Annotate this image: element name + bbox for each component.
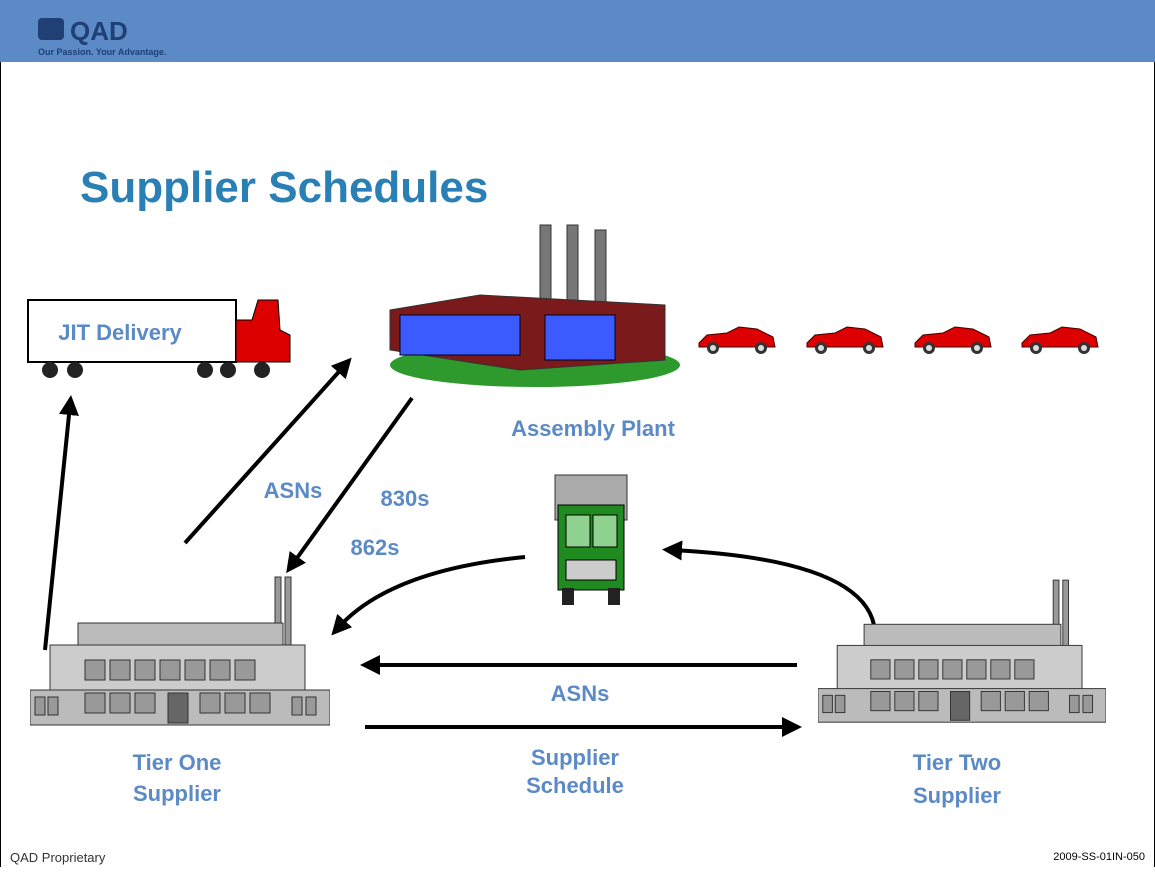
footer-left: QAD Proprietary — [10, 850, 106, 865]
plant-label: Assembly Plant — [511, 416, 676, 441]
arrow — [672, 550, 875, 632]
arrow — [185, 365, 345, 543]
edge-label: ASNs — [264, 478, 323, 503]
node-label: Supplier — [133, 781, 221, 806]
header-bar — [0, 0, 1155, 62]
arrow — [45, 405, 70, 650]
edge-label: Supplier — [531, 745, 619, 770]
car-icon — [807, 327, 883, 354]
node-label: Tier Two — [913, 750, 1001, 775]
tier-one-factory — [30, 577, 330, 725]
edge-label: 862s — [351, 535, 400, 560]
page: QAD Our Passion. Your Advantage. Supplie… — [0, 0, 1155, 867]
edge-label: Schedule — [526, 773, 624, 798]
supplier-truck — [555, 475, 627, 605]
footer-right: 2009-SS-01IN-050 — [1053, 851, 1145, 863]
logo-icon — [38, 18, 64, 40]
edge-label: 830s — [381, 486, 430, 511]
car-icon — [699, 327, 775, 354]
arrow — [338, 557, 525, 628]
car-icon — [915, 327, 991, 354]
assembly-plant — [390, 225, 680, 387]
node-label: Tier One — [133, 750, 222, 775]
logo: QAD — [70, 16, 128, 46]
slide: QAD Our Passion. Your Advantage. Supplie… — [0, 0, 1155, 867]
car-icon — [1022, 327, 1098, 354]
tagline: Our Passion. Your Advantage. — [38, 47, 166, 57]
node-label: Supplier — [913, 783, 1001, 808]
truck-label: JIT Delivery — [58, 320, 182, 345]
edge-label: ASNs — [551, 681, 610, 706]
title: Supplier Schedules — [80, 163, 488, 212]
